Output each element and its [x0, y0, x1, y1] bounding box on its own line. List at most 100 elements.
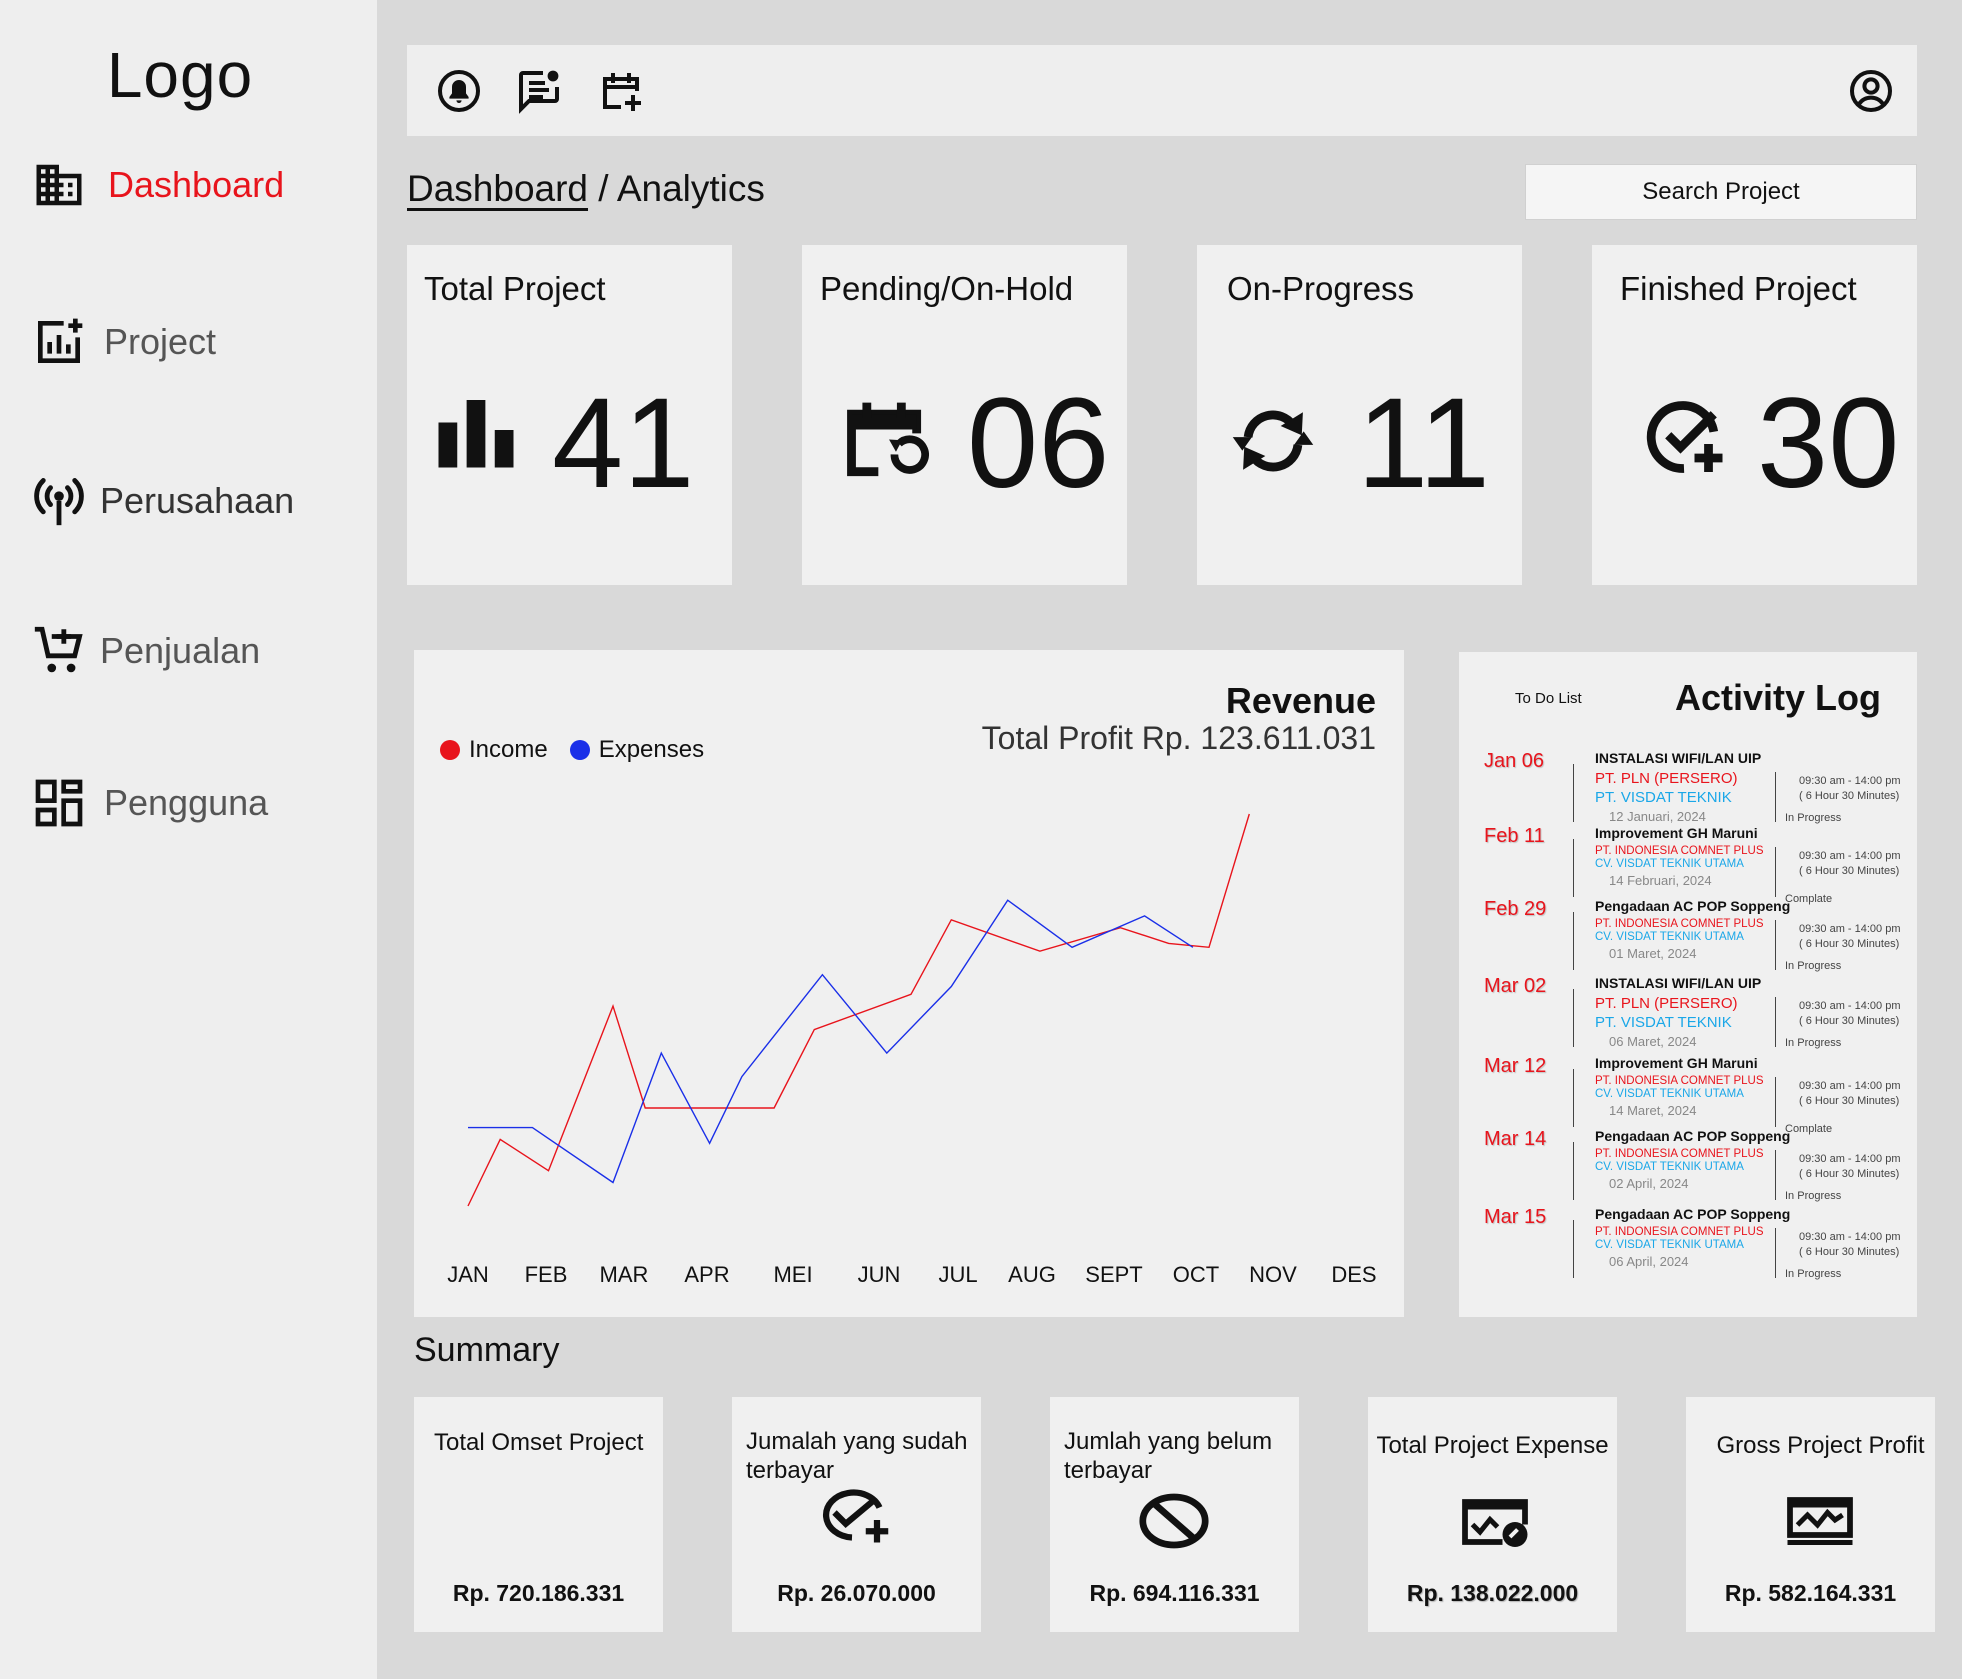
stat-card-finished: Finished Project 30 — [1592, 245, 1917, 585]
activity-entry[interactable]: Mar 15 Pengadaan AC POP Soppeng PT. INDONE… — [1459, 1206, 1917, 1284]
summary-card-value: Rp. 694.116.331 — [1089, 1580, 1260, 1606]
sidebar-item-project[interactable]: Project — [30, 313, 216, 371]
x-tick-label: JUL — [938, 1262, 977, 1287]
timeline-divider — [1775, 1228, 1776, 1278]
x-tick-label: JUN — [858, 1262, 901, 1287]
activity-name: INSTALASI WIFI/LAN UIP — [1595, 975, 1762, 991]
activity-client: PT. PLN (PERSERO) — [1595, 995, 1738, 1012]
activity-status: Complate — [1785, 1123, 1833, 1135]
x-tick-label: MAR — [600, 1262, 649, 1287]
income-dot-icon — [440, 740, 460, 760]
activity-entry[interactable]: Mar 02 INSTALASI WIFI/LAN UIP PT. PLN (PER… — [1459, 975, 1917, 1053]
summary-card-title: Gross Project Profit — [1716, 1432, 1925, 1459]
user-icon[interactable] — [1847, 67, 1895, 115]
activity-time-range: 09:30 am - 14:00 pm — [1799, 1153, 1901, 1165]
activity-date: Feb 11 — [1484, 825, 1545, 847]
activity-client: PT. PLN (PERSERO) — [1595, 770, 1738, 787]
summary-card-total-omset: Total Omset Project Rp. 720.186.331 — [414, 1397, 663, 1632]
x-tick-label: JAN — [447, 1262, 489, 1287]
breadcrumb-link[interactable]: Dashboard — [407, 168, 589, 209]
activity-time-range: 09:30 am - 14:00 pm — [1799, 850, 1901, 862]
sidebar-item-penjualan[interactable]: Penjualan — [30, 622, 260, 680]
stat-title: Total Project — [424, 270, 606, 307]
building-icon — [30, 156, 88, 214]
activity-entry[interactable]: Mar 14 Pengadaan AC POP Soppeng PT. INDONE… — [1459, 1128, 1917, 1206]
activity-date: Mar 02 — [1484, 975, 1547, 997]
sidebar-item-label: Dashboard — [108, 164, 285, 205]
activity-time-range: 09:30 am - 14:00 pm — [1799, 1000, 1901, 1012]
activity-contractor: PT. VISDAT TEKNIK — [1595, 789, 1732, 806]
activity-log-card: To Do List Activity Log Jan 06 INSTALASI … — [1459, 652, 1917, 1317]
summary-card-belum-terbayar: Jumlah yang belum terbayar Rp. 694.116.3… — [1050, 1397, 1299, 1632]
summary-card-value: Rp. 26.070.000 — [777, 1580, 936, 1606]
activity-status: In Progress — [1785, 1037, 1842, 1049]
x-tick-label: APR — [684, 1262, 729, 1287]
activity-duration: ( 6 Hour 30 Minutes) — [1799, 865, 1900, 877]
series-line-income — [467, 813, 1250, 1207]
chart-subtitle: Total Profit Rp. 123.611.031 — [981, 720, 1376, 756]
cart-add-icon — [30, 622, 88, 680]
activity-status: In Progress — [1785, 960, 1842, 972]
activity-date-detail: 14 Februari, 2024 — [1609, 873, 1712, 888]
activity-name: Pengadaan AC POP Soppeng — [1595, 1206, 1791, 1222]
tab-to-do-list[interactable]: To Do List — [1515, 690, 1582, 707]
activity-status: In Progress — [1785, 812, 1842, 824]
activity-duration: ( 6 Hour 30 Minutes) — [1799, 938, 1900, 950]
activity-duration: ( 6 Hour 30 Minutes) — [1799, 1015, 1900, 1027]
calendar-add-icon[interactable] — [597, 67, 645, 115]
activity-entry[interactable]: Mar 12 Improvement GH Maruni PT. INDONESIA… — [1459, 1055, 1917, 1135]
stat-card-on-progress: On-Progress 11 — [1197, 245, 1522, 585]
x-tick-label: SEPT — [1085, 1262, 1142, 1287]
activity-time: 09:30 am - 14:00 pm ( 6 Hour 30 Minutes) — [1799, 1079, 1901, 1109]
sidebar-item-label: Perusahaan — [100, 480, 295, 521]
activity-entry[interactable]: Jan 06 INSTALASI WIFI/LAN UIP PT. PLN (PER… — [1459, 750, 1917, 828]
activity-time-range: 09:30 am - 14:00 pm — [1799, 775, 1901, 787]
breadcrumb-current: Analytics — [616, 168, 765, 209]
x-tick-label: MEI — [773, 1262, 812, 1287]
timeline-divider — [1775, 847, 1776, 897]
activity-duration: ( 6 Hour 30 Minutes) — [1799, 1168, 1900, 1180]
summary-card-sudah-terbayar: Jumalah yang sudah terbayar Rp. 26.070.0… — [732, 1397, 981, 1632]
sidebar-item-pengguna[interactable]: Pengguna — [30, 774, 268, 832]
search-input[interactable] — [1525, 164, 1917, 220]
activity-date: Mar 12 — [1484, 1055, 1547, 1077]
bell-icon[interactable] — [435, 67, 483, 115]
timeline-divider — [1775, 1150, 1776, 1200]
activity-date: Feb 29 — [1484, 898, 1547, 920]
activity-time: 09:30 am - 14:00 pm ( 6 Hour 30 Minutes) — [1799, 774, 1901, 804]
activity-date-detail: 12 Januari, 2024 — [1609, 809, 1706, 824]
activity-name: Pengadaan AC POP Soppeng — [1595, 898, 1791, 914]
activity-entry[interactable]: Feb 29 Pengadaan AC POP Soppeng PT. INDONE… — [1459, 898, 1917, 976]
chart-add-icon — [30, 313, 88, 371]
activity-date-detail: 14 Maret, 2024 — [1609, 1103, 1697, 1118]
activity-contractor: PT. VISDAT TEKNIK — [1595, 1014, 1732, 1031]
sidebar-item-perusahaan[interactable]: Perusahaan — [30, 472, 294, 530]
stat-title: Pending/On-Hold — [820, 270, 1074, 307]
summary-card-value: Rp. 720.186.331 — [452, 1580, 625, 1606]
payment-chart-icon — [1784, 1495, 1868, 1559]
x-tick-label: OCT — [1173, 1262, 1219, 1287]
stat-value: 06 — [967, 372, 1110, 515]
revenue-chart-card: Revenue Total Profit Rp. 123.611.031 Inc… — [414, 650, 1404, 1317]
activity-time: 09:30 am - 14:00 pm ( 6 Hour 30 Minutes) — [1799, 999, 1901, 1029]
chart-legend: Income Expenses — [440, 736, 726, 764]
activity-status: In Progress — [1785, 1268, 1842, 1280]
activity-entry[interactable]: Feb 11 Improvement GH Maruni PT. INDONESIA… — [1459, 825, 1917, 905]
sidebar: Logo Dashboard Project Perusahaan Penjua… — [0, 0, 377, 1679]
summary-card-value: Rp. 138.022.000 — [1406, 1580, 1579, 1606]
x-tick-label: AUG — [1008, 1262, 1056, 1287]
sidebar-item-dashboard[interactable]: Dashboard — [30, 156, 284, 214]
stat-title: On-Progress — [1227, 270, 1415, 307]
activity-time-range: 09:30 am - 14:00 pm — [1799, 923, 1901, 935]
timeline-divider — [1775, 1077, 1776, 1127]
stat-value: 30 — [1757, 372, 1900, 515]
timeline-line — [1573, 839, 1574, 897]
revenue-line-chart: JAN FEB MAR APR MEI JUN JUL AUG SEPT OCT NOV DES — [447, 813, 1377, 1287]
activity-client: PT. INDONESIA COMNET PLUS — [1595, 918, 1764, 930]
activity-contractor: CV. VISDAT TEKNIK UTAMA — [1595, 858, 1744, 870]
message-icon[interactable] — [515, 67, 563, 115]
antenna-icon — [30, 472, 88, 530]
breadcrumb: Dashboard / Analytics — [407, 168, 765, 210]
check-add-icon — [812, 1485, 896, 1549]
dashboard-grid-icon — [30, 774, 88, 832]
